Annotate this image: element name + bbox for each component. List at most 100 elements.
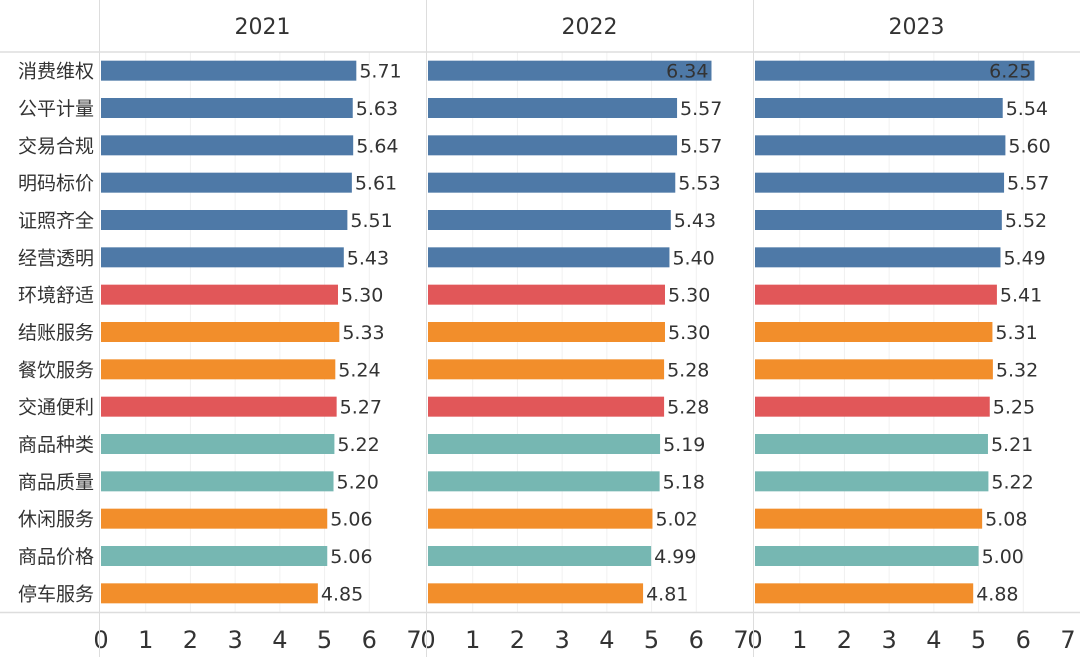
data-label: 5.61 — [355, 173, 397, 195]
x-tick-label: 2 — [183, 626, 198, 654]
bar — [755, 247, 1001, 268]
data-label: 5.00 — [982, 546, 1024, 568]
data-label: 5.54 — [1006, 98, 1048, 120]
bar — [428, 98, 678, 118]
data-label: 5.30 — [341, 285, 383, 307]
data-label: 5.22 — [991, 471, 1033, 493]
data-label: 5.02 — [655, 509, 697, 531]
x-tick-label: 2 — [510, 626, 525, 654]
bar — [428, 135, 678, 156]
data-label: 5.64 — [356, 135, 398, 157]
data-label: 5.43 — [347, 247, 389, 269]
bar — [755, 135, 1006, 156]
data-label: 4.81 — [646, 583, 688, 605]
data-label: 5.52 — [1005, 210, 1047, 232]
data-label: 5.71 — [359, 61, 401, 83]
bar — [755, 172, 1005, 193]
bar — [428, 172, 676, 193]
data-label: 5.53 — [678, 173, 720, 195]
bar — [755, 284, 997, 305]
row-label: 商品质量 — [18, 471, 94, 493]
x-tick-label: 3 — [882, 626, 897, 654]
data-label: 5.49 — [1003, 247, 1045, 269]
row-label: 停车服务 — [18, 583, 94, 605]
row-label: 商品价格 — [18, 546, 94, 568]
x-tick-label: 2 — [837, 626, 852, 654]
x-tick-label: 0 — [420, 626, 435, 654]
bar — [101, 583, 318, 604]
row-label: 消费维权 — [18, 61, 94, 83]
bar — [101, 172, 352, 193]
data-label: 5.27 — [340, 397, 382, 419]
bar — [428, 322, 665, 342]
bar — [428, 396, 665, 417]
pane-header-2022: 2022 — [562, 15, 618, 40]
bar — [428, 60, 712, 81]
bar — [755, 546, 979, 566]
bar — [101, 396, 337, 417]
bar — [101, 60, 357, 81]
bar — [101, 322, 340, 342]
row-label: 餐饮服务 — [18, 359, 94, 381]
bar — [755, 322, 993, 342]
bar — [101, 135, 354, 156]
bar — [755, 471, 989, 492]
x-tick-label: 7 — [406, 626, 421, 654]
data-label: 5.43 — [674, 210, 716, 232]
row-label: 商品种类 — [18, 434, 94, 456]
data-label: 5.08 — [985, 509, 1027, 531]
bar — [428, 247, 670, 268]
pane-header-2021: 2021 — [235, 15, 291, 40]
x-tick-label: 3 — [555, 626, 570, 654]
x-tick-label: 0 — [93, 626, 108, 654]
data-label: 5.60 — [1008, 135, 1050, 157]
bar — [755, 359, 993, 380]
bar — [101, 546, 328, 566]
x-tick-label: 4 — [272, 626, 287, 654]
bar — [101, 508, 328, 529]
data-label: 4.88 — [976, 583, 1018, 605]
row-label: 经营透明 — [18, 247, 94, 269]
x-tick-label: 7 — [733, 626, 748, 654]
row-label: 明码标价 — [18, 173, 94, 195]
bar — [101, 434, 335, 454]
x-tick-label: 6 — [362, 626, 377, 654]
bar — [101, 98, 353, 118]
x-tick-label: 4 — [926, 626, 941, 654]
data-label: 5.32 — [996, 359, 1038, 381]
row-label: 证照齐全 — [18, 210, 94, 232]
data-label: 5.24 — [338, 359, 380, 381]
x-tick-label: 5 — [644, 626, 659, 654]
bar — [428, 471, 660, 492]
bar — [428, 284, 665, 305]
data-label: 5.57 — [680, 135, 722, 157]
bar — [428, 583, 644, 604]
data-label: 5.30 — [668, 285, 710, 307]
data-label: 5.06 — [330, 509, 372, 531]
data-label: 5.28 — [667, 359, 709, 381]
bar — [101, 247, 344, 268]
data-label: 5.28 — [667, 397, 709, 419]
data-label: 6.25 — [989, 61, 1031, 83]
row-label: 交通便利 — [18, 397, 94, 419]
data-label: 4.99 — [654, 546, 696, 568]
row-label: 休闲服务 — [18, 509, 94, 531]
row-label: 结账服务 — [18, 322, 94, 344]
bar — [428, 359, 665, 380]
data-label: 5.19 — [663, 434, 705, 456]
data-label: 5.31 — [995, 322, 1037, 344]
data-label: 5.06 — [330, 546, 372, 568]
bar — [428, 546, 652, 566]
data-label: 5.63 — [356, 98, 398, 120]
bar — [755, 396, 990, 417]
data-label: 5.40 — [672, 247, 714, 269]
bar — [428, 508, 653, 529]
x-tick-label: 7 — [1060, 626, 1075, 654]
row-label: 交易合规 — [18, 135, 94, 157]
bar — [755, 98, 1003, 118]
data-label: 4.85 — [321, 583, 363, 605]
data-label: 5.20 — [337, 471, 379, 493]
bar — [101, 471, 334, 492]
data-label: 5.18 — [663, 471, 705, 493]
